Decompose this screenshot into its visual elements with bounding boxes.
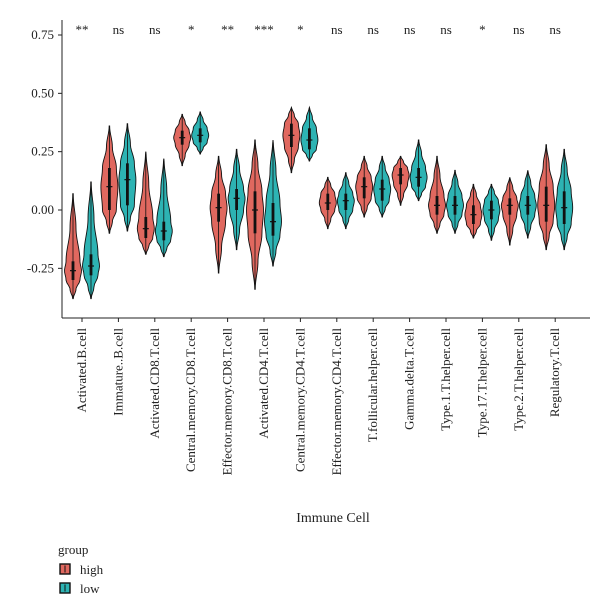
significance-label: ns xyxy=(331,22,343,37)
violin-low xyxy=(409,139,428,202)
x-tick-label: Effector.memory.CD8.T.cell xyxy=(220,328,235,476)
x-tick-label: Effector.memory.CD4.T.cell xyxy=(329,328,344,476)
violin-low xyxy=(555,148,574,251)
significance-label: ** xyxy=(221,22,234,37)
violin-low xyxy=(191,111,210,155)
x-tick-label: Central.memory.CD8.T.cell xyxy=(183,328,198,472)
violin-low xyxy=(118,123,137,232)
violin-low xyxy=(227,148,246,251)
violin-high xyxy=(64,193,82,300)
significance-label: ns xyxy=(440,22,452,37)
legend-label: high xyxy=(80,562,104,577)
legend-items: high low xyxy=(59,562,104,596)
violin-low xyxy=(373,155,392,218)
box xyxy=(544,186,548,222)
significance-label: ns xyxy=(149,22,161,37)
significance-label: *** xyxy=(254,22,274,37)
violin-low xyxy=(336,172,355,230)
violin-high xyxy=(464,183,483,239)
x-tick-label: Central.memory.CD4.T.cell xyxy=(292,328,307,472)
x-tick-label: Type.17.T.helper.cell xyxy=(474,328,489,438)
violin-high xyxy=(136,151,155,255)
box xyxy=(271,203,275,236)
x-axis: Activated.B.cell Immature..B.cell Activate… xyxy=(62,317,590,476)
violin-high xyxy=(209,155,228,274)
violins xyxy=(64,105,574,300)
box xyxy=(326,193,330,210)
box xyxy=(362,177,366,199)
violin-high xyxy=(318,176,337,230)
violin-low xyxy=(446,169,464,234)
box xyxy=(89,254,93,276)
y-tick-label: 0.00 xyxy=(31,202,54,217)
legend-item-low: low xyxy=(59,581,100,596)
x-tick-label: T.follicular.helper.cell xyxy=(365,328,380,443)
significance-label: ns xyxy=(367,22,379,37)
significance-label: * xyxy=(188,22,195,37)
box xyxy=(508,198,512,215)
x-tick-label: Gamma.delta.T.cell xyxy=(402,328,417,430)
x-tick-label: Activated.B.cell xyxy=(74,328,89,413)
significance-labels: ** ns ns * ** *** * ns ns ns ns * ns ns xyxy=(76,22,561,37)
x-tick-label: Activated.CD4.T.cell xyxy=(256,328,271,439)
violin-low xyxy=(518,170,537,239)
y-tick-label: -0.25 xyxy=(27,260,54,275)
violin-high xyxy=(391,155,410,206)
legend-item-high: high xyxy=(59,562,104,577)
violin-low xyxy=(482,183,501,241)
significance-label: ns xyxy=(404,22,416,37)
violin-high xyxy=(355,155,374,218)
violin-low xyxy=(82,181,100,300)
legend-title: group xyxy=(58,542,88,557)
y-tick-label: 0.25 xyxy=(31,144,54,159)
violin-low xyxy=(300,105,319,162)
violin-high xyxy=(282,105,301,174)
violin-high xyxy=(100,125,119,234)
violin-high xyxy=(537,144,556,251)
violin-high xyxy=(428,155,446,234)
y-axis: -0.25 0.00 0.25 0.50 0.75 xyxy=(27,20,63,318)
significance-label: * xyxy=(479,22,486,37)
box xyxy=(235,189,238,210)
box xyxy=(344,193,348,210)
box xyxy=(144,217,148,238)
x-axis-title: Immune Cell xyxy=(296,511,370,526)
x-tick-label: Regulatory.T.cell xyxy=(547,328,562,418)
violin-low xyxy=(264,139,282,267)
box xyxy=(253,191,257,234)
box xyxy=(399,168,402,185)
significance-label: * xyxy=(297,22,304,37)
significance-label: ns xyxy=(113,22,125,37)
legend-label: low xyxy=(80,581,100,596)
box xyxy=(126,163,129,206)
x-tick-label: Immature..B.cell xyxy=(110,328,125,416)
violin-high xyxy=(173,113,192,167)
x-tick-label: Activated.CD8.T.cell xyxy=(147,328,162,439)
significance-label: ns xyxy=(549,22,561,37)
x-tick-label: Type.1.T.helper.cell xyxy=(438,328,453,431)
violin-low xyxy=(154,158,173,258)
y-tick-label: 0.75 xyxy=(31,27,54,42)
box xyxy=(308,128,311,150)
x-tick-label: Type.2.T.helper.cell xyxy=(511,328,526,431)
significance-label: ** xyxy=(76,22,89,37)
significance-label: ns xyxy=(513,22,525,37)
legend: group high low xyxy=(58,542,104,596)
violin-high xyxy=(500,177,519,246)
violin-high xyxy=(246,139,264,290)
box xyxy=(380,179,384,201)
box xyxy=(108,168,111,210)
y-tick-label: 0.50 xyxy=(31,85,54,100)
